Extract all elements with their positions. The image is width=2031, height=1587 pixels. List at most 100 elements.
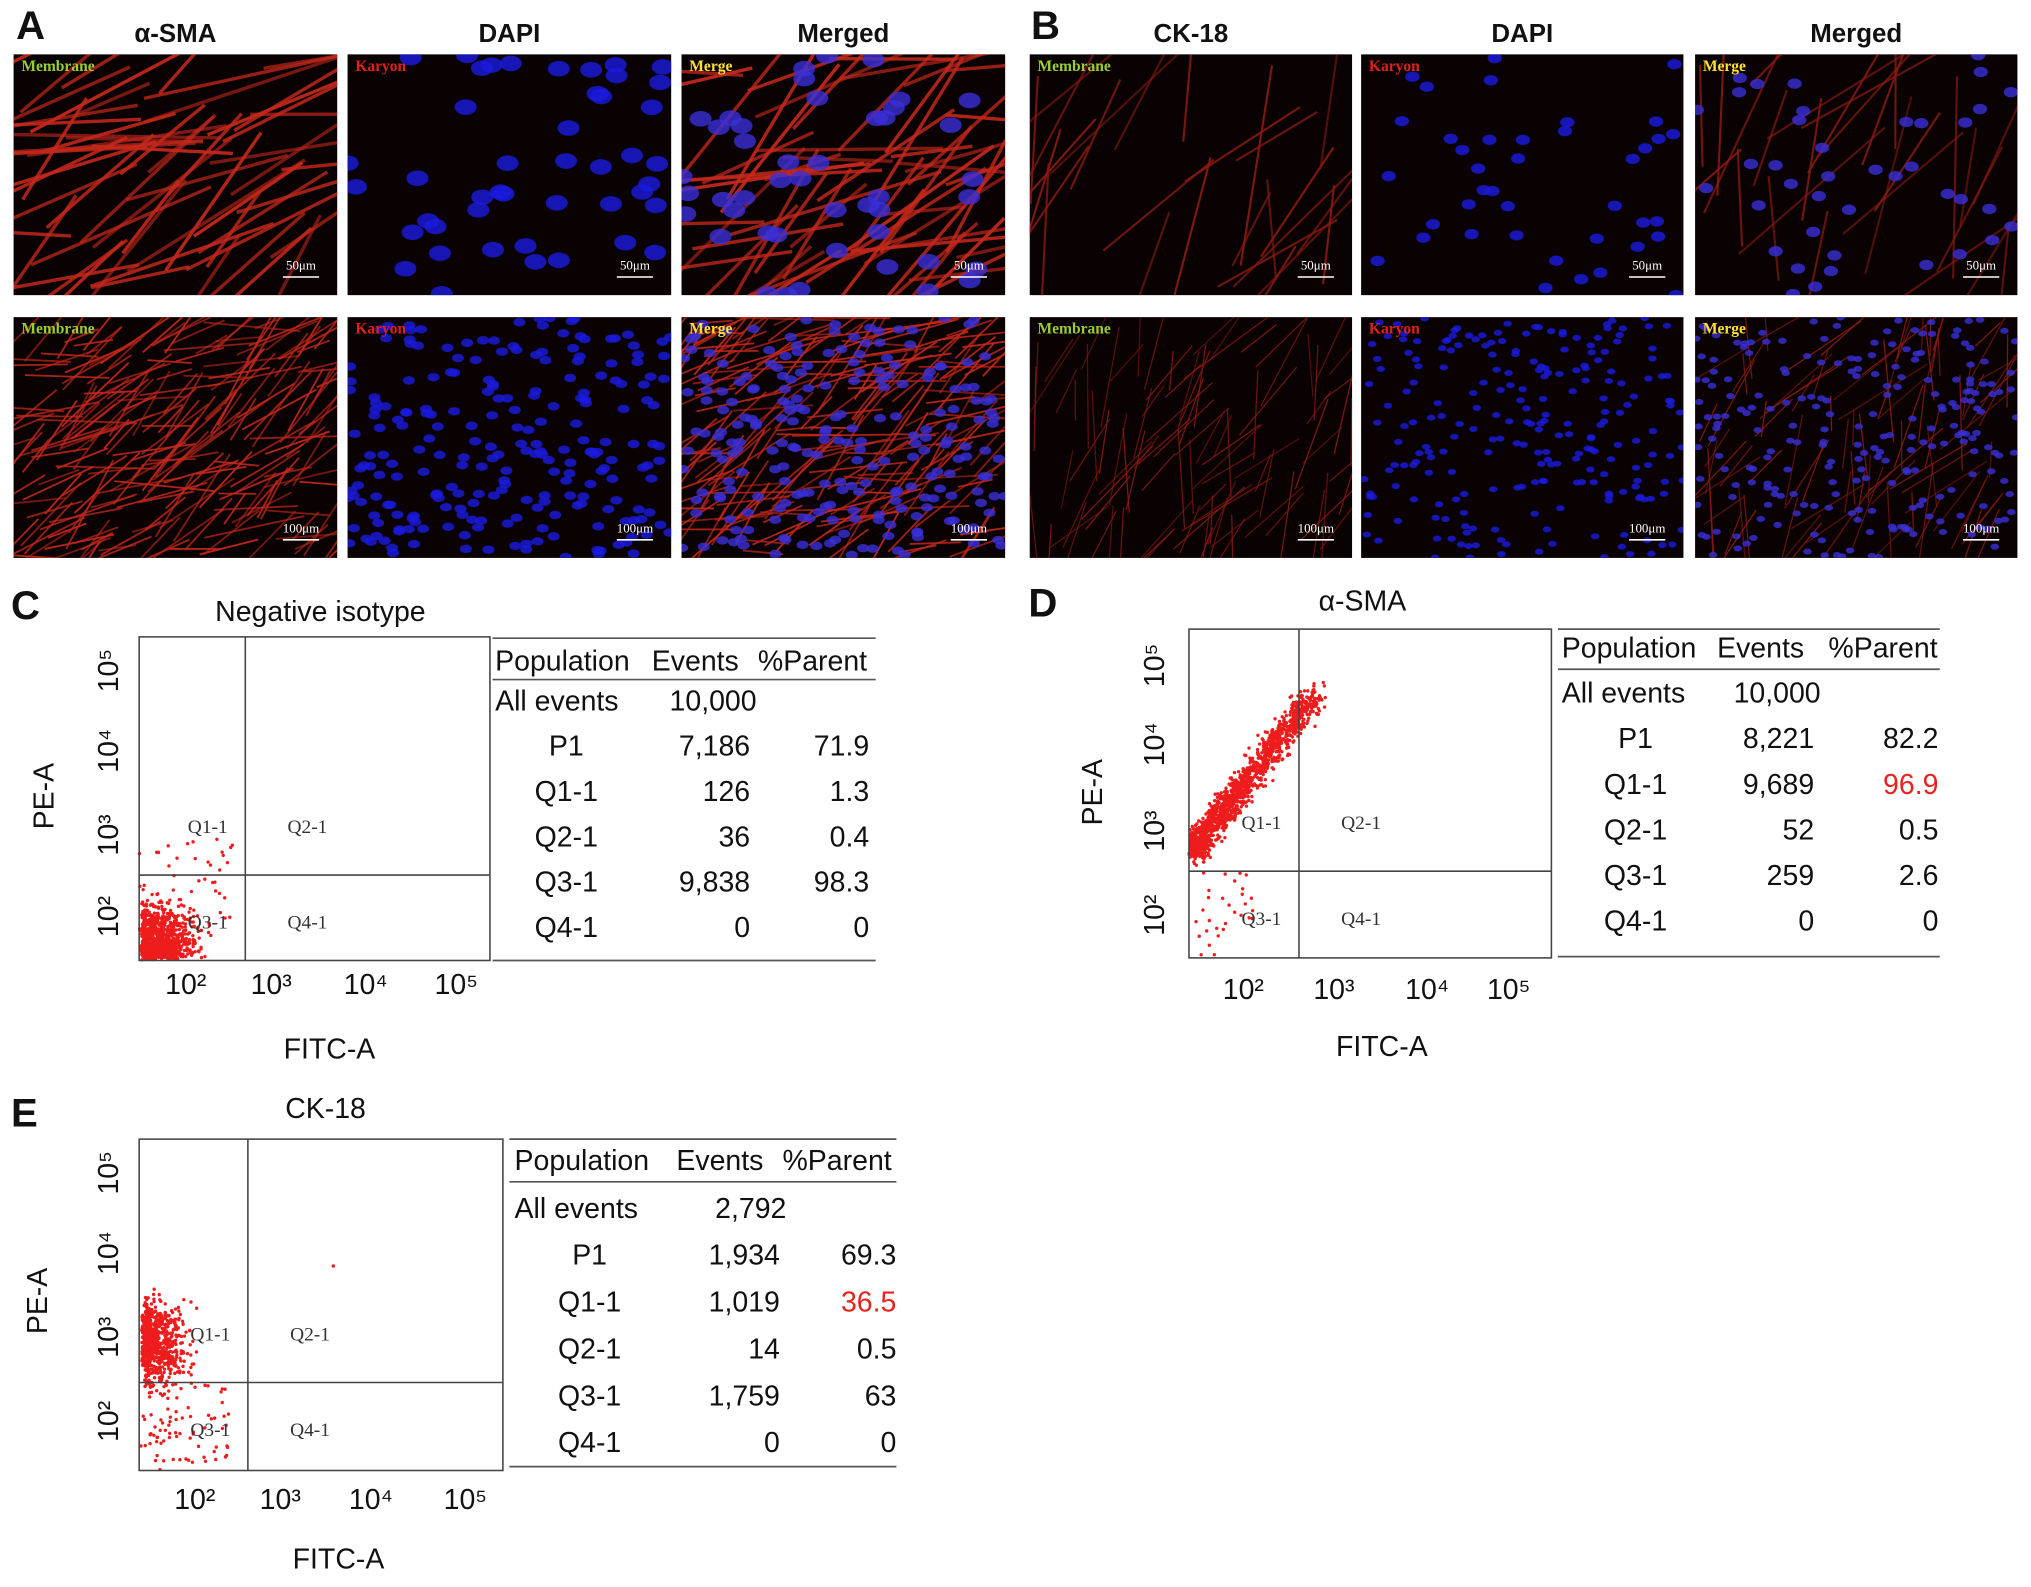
event-dot (1305, 708, 1309, 712)
scale-bar-label: 50μm (1632, 258, 1662, 273)
nucleus (391, 510, 404, 519)
nucleus (739, 413, 752, 422)
nucleus (1560, 346, 1569, 353)
nucleus (775, 413, 788, 423)
event-dot (230, 843, 234, 847)
nucleus (1648, 451, 1657, 458)
event-dot (1193, 835, 1198, 840)
fiber (903, 451, 950, 517)
fiber (1029, 118, 1097, 195)
nucleus (1873, 453, 1883, 460)
event-dot (146, 1370, 150, 1374)
nucleus (456, 510, 469, 519)
event-dot (1236, 770, 1241, 774)
nucleus (1432, 535, 1442, 542)
nucleus (787, 442, 800, 452)
event-dot (1250, 756, 1255, 761)
fiber (1707, 359, 1756, 447)
fiber (1302, 427, 1343, 464)
event-dot (1240, 892, 1244, 896)
nucleus (711, 191, 734, 208)
nucleus (1927, 330, 1937, 337)
nucleus (1447, 468, 1457, 475)
nucleus (873, 338, 886, 347)
nucleus (452, 489, 465, 498)
nucleus (1519, 441, 1528, 448)
nucleus (524, 254, 547, 270)
event-dot (220, 850, 224, 854)
fiber (961, 508, 995, 558)
nucleus (1455, 420, 1464, 428)
fiber (954, 317, 1000, 359)
nucleus (1853, 441, 1863, 448)
event-dot (177, 933, 181, 937)
event-dot (1250, 800, 1254, 804)
event-dot (191, 840, 195, 844)
nucleus (1853, 516, 1863, 523)
fiber (1231, 514, 1234, 558)
x-tick-label: 10⁵ (435, 969, 478, 1001)
nucleus (834, 410, 847, 419)
event-dot (160, 904, 164, 909)
nucleus (1538, 395, 1548, 402)
nucleus (1742, 410, 1751, 417)
nucleus (427, 372, 440, 382)
event-dot (1273, 717, 1277, 721)
nucleus (1455, 144, 1470, 156)
scale-bar-label: 100μm (617, 520, 653, 535)
nucleus (1875, 448, 1885, 456)
fiber (215, 335, 263, 343)
nucleus (599, 196, 622, 212)
fiber (892, 539, 947, 558)
nucleus (878, 382, 891, 392)
nucleus (1651, 231, 1666, 242)
plot-title: CK-18 (285, 1093, 366, 1125)
nucleus (945, 422, 958, 431)
nucleus (1364, 381, 1374, 388)
nucleus (501, 394, 514, 403)
fiber (296, 339, 331, 353)
nucleus (368, 393, 381, 402)
event-dot (1207, 833, 1211, 838)
nucleus (1940, 188, 1955, 200)
nucleus (1823, 265, 1839, 277)
nucleus (1972, 103, 1988, 115)
event-dot (1261, 763, 1265, 767)
fiber (1698, 64, 1704, 167)
nucleus (1824, 504, 1834, 511)
event-dot (160, 955, 164, 959)
event-dot (1225, 792, 1229, 797)
column-title: Merged (797, 20, 889, 48)
nucleus (1904, 526, 1913, 533)
nucleus (723, 202, 746, 219)
nucleus (967, 382, 980, 392)
event-dot (174, 1324, 178, 1328)
nucleus (1712, 528, 1721, 535)
event-dot (167, 864, 171, 868)
nucleus (1411, 356, 1421, 363)
nucleus (1426, 414, 1436, 421)
nucleus (1820, 335, 1829, 342)
fiber (144, 496, 186, 531)
x-tick-label: 10² (1223, 974, 1264, 1006)
nucleus (1383, 333, 1393, 340)
event-dot (144, 927, 148, 931)
event-dot (1268, 755, 1272, 759)
fiber (126, 158, 306, 273)
event-dot (179, 903, 183, 907)
event-dot (199, 928, 204, 933)
fiber (1260, 146, 1335, 258)
event-dot (195, 1306, 199, 1310)
fiber (24, 317, 63, 362)
event-dot (1212, 952, 1217, 957)
nucleus (653, 456, 666, 465)
nucleus (1748, 465, 1758, 472)
event-dot (186, 932, 190, 936)
table-cell: 0.5 (1899, 814, 1939, 846)
event-dot (188, 1328, 192, 1333)
fiber (13, 65, 131, 121)
nucleus (1511, 153, 1526, 164)
nucleus (1563, 420, 1572, 427)
fiber (740, 482, 782, 488)
